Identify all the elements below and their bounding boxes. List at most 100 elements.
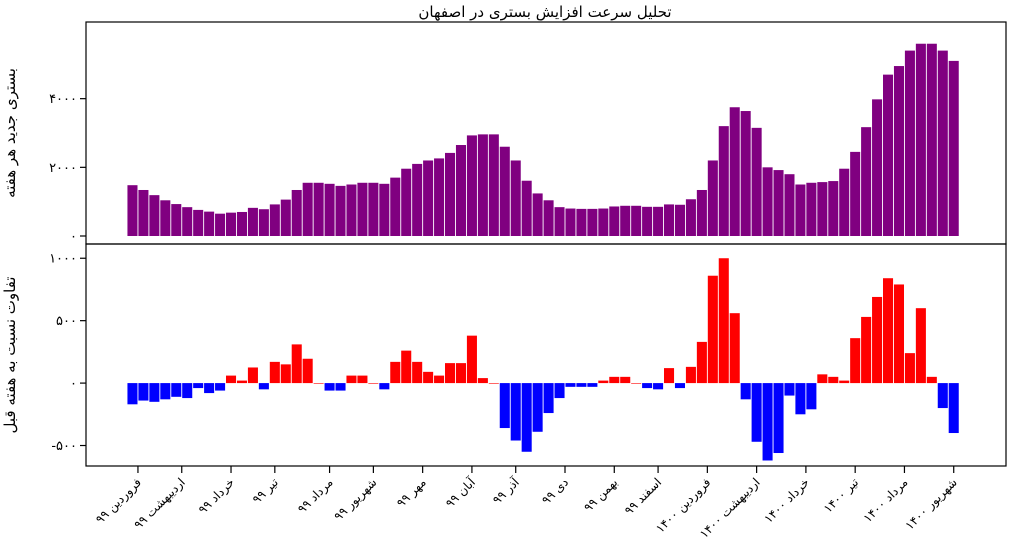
bar bbox=[872, 296, 883, 384]
bar bbox=[729, 107, 740, 236]
bar bbox=[269, 204, 280, 236]
bar bbox=[926, 43, 937, 237]
x-tick-label: آبان ۹۹ bbox=[442, 474, 478, 510]
bar bbox=[302, 182, 313, 236]
bar bbox=[839, 380, 850, 384]
bar bbox=[937, 50, 948, 236]
bar bbox=[258, 209, 269, 236]
bar bbox=[193, 383, 204, 389]
bar bbox=[631, 383, 642, 384]
bar bbox=[280, 199, 291, 236]
bar bbox=[477, 378, 488, 384]
bar bbox=[313, 182, 324, 236]
bar bbox=[510, 160, 521, 236]
bar bbox=[477, 134, 488, 236]
bar bbox=[488, 134, 499, 236]
y-tick-label: ۰ bbox=[70, 230, 77, 245]
x-tick-label: مرداد ۹۹ bbox=[295, 475, 337, 517]
x-tick-label: مرداد ۱۴۰۰ bbox=[861, 475, 912, 526]
top-panel-y-axis: ۰ ۲۰۰۰ ۴۰۰۰ bbox=[49, 92, 86, 245]
bar bbox=[160, 383, 171, 400]
bar bbox=[751, 127, 762, 236]
y-tick-label: ۰ bbox=[70, 377, 77, 392]
bar bbox=[707, 160, 718, 236]
bar bbox=[653, 206, 664, 236]
bar bbox=[510, 383, 521, 441]
bar bbox=[193, 209, 204, 236]
bar bbox=[215, 383, 226, 391]
x-tick-label: شهریور ۱۴۰۰ bbox=[902, 475, 960, 533]
x-tick-label: اسفند ۹۹ bbox=[622, 475, 664, 517]
bar bbox=[828, 376, 839, 384]
bar bbox=[883, 278, 894, 384]
bar bbox=[401, 168, 412, 236]
bar bbox=[773, 170, 784, 236]
bar bbox=[171, 204, 182, 236]
bar bbox=[313, 383, 324, 384]
bar bbox=[258, 383, 269, 390]
bar bbox=[324, 383, 335, 391]
bar bbox=[861, 316, 872, 384]
bar bbox=[466, 335, 477, 384]
bar bbox=[653, 383, 664, 390]
bar bbox=[576, 208, 587, 236]
bar bbox=[445, 363, 456, 384]
bar bbox=[587, 208, 598, 236]
x-tick-label: خرداد ۱۴۰۰ bbox=[761, 475, 812, 526]
bar bbox=[740, 111, 751, 236]
bar bbox=[729, 313, 740, 384]
bar bbox=[335, 383, 346, 391]
bar bbox=[280, 364, 291, 384]
bar bbox=[204, 211, 215, 236]
bar bbox=[718, 126, 729, 236]
bar bbox=[696, 189, 707, 236]
bar bbox=[685, 199, 696, 236]
bar bbox=[926, 376, 937, 384]
bar bbox=[685, 366, 696, 384]
bar bbox=[423, 371, 434, 384]
bar bbox=[488, 383, 499, 384]
bar bbox=[664, 204, 675, 236]
bar bbox=[247, 207, 258, 236]
bar bbox=[379, 183, 390, 236]
bar bbox=[171, 383, 182, 397]
y-tick-label: ۲۰۰۰ bbox=[49, 161, 77, 176]
bar bbox=[401, 350, 412, 384]
bar bbox=[302, 358, 313, 384]
bar bbox=[324, 183, 335, 236]
bar bbox=[346, 184, 357, 236]
bar bbox=[795, 383, 806, 415]
bar bbox=[718, 258, 729, 384]
bar bbox=[390, 177, 401, 236]
bar bbox=[806, 182, 817, 236]
bar bbox=[455, 145, 466, 236]
bar bbox=[631, 205, 642, 236]
bottom-panel: تفاوت نسبت به هفته قبل -۵۰۰ ۰ ۵۰۰ ۱۰۰۰ bbox=[1, 243, 1007, 467]
bar bbox=[904, 50, 915, 236]
bar bbox=[149, 383, 160, 402]
bar bbox=[182, 383, 193, 399]
bar bbox=[915, 43, 926, 237]
x-tick-label: مهر ۹۹ bbox=[394, 475, 430, 511]
bar bbox=[674, 204, 685, 236]
bottom-panel-bars bbox=[127, 258, 959, 461]
bar bbox=[445, 152, 456, 236]
bar bbox=[620, 205, 631, 236]
bar bbox=[872, 99, 883, 236]
bar bbox=[412, 361, 423, 384]
top-panel-ylabel: بستری جدید هر هفته bbox=[1, 68, 19, 198]
bar bbox=[357, 182, 368, 236]
bar bbox=[576, 383, 587, 387]
x-tick-label: تیر ۹۹ bbox=[250, 475, 282, 507]
bar bbox=[883, 74, 894, 236]
bar bbox=[948, 60, 959, 237]
bar bbox=[368, 383, 379, 384]
bar bbox=[379, 383, 390, 390]
top-panel: بستری جدید هر هفته ۰ ۲۰۰۰ ۴۰۰۰ bbox=[1, 21, 1007, 245]
bar bbox=[226, 212, 237, 236]
bar bbox=[499, 146, 510, 236]
bar bbox=[521, 383, 532, 452]
bar bbox=[642, 383, 653, 389]
bar bbox=[915, 308, 926, 384]
